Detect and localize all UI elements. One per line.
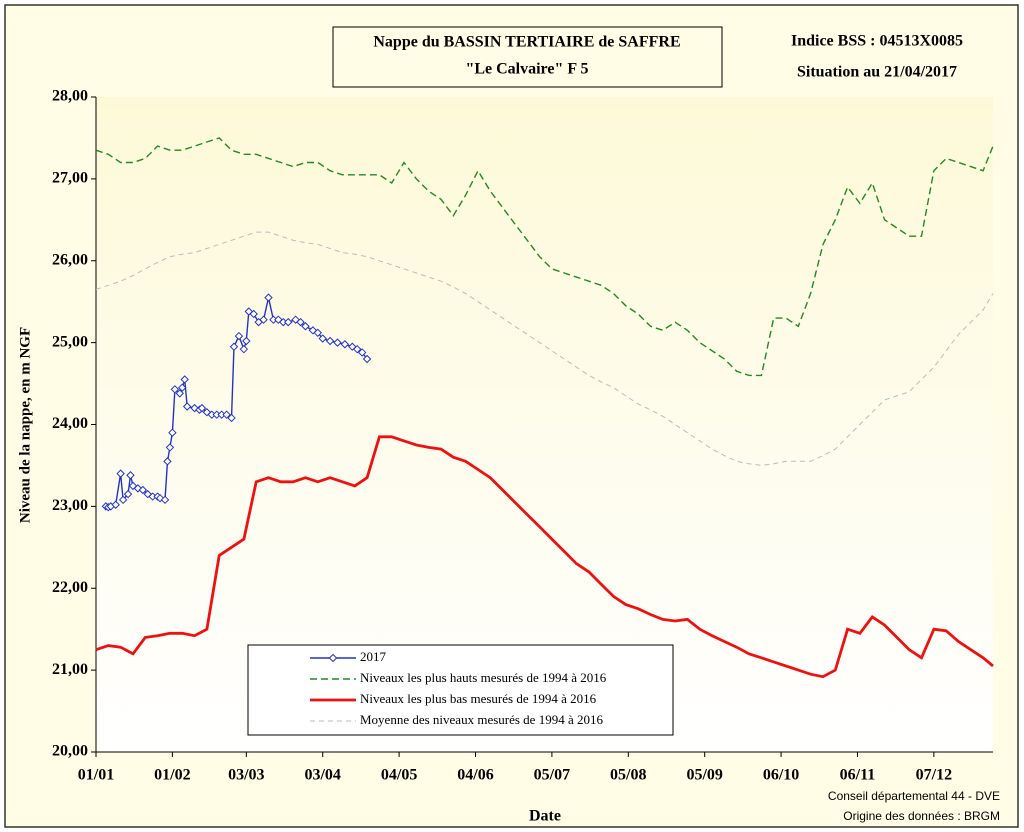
point — [126, 471, 135, 480]
point — [180, 375, 189, 384]
point — [244, 307, 253, 316]
point — [116, 469, 125, 478]
point — [229, 342, 239, 351]
y-tick-label: 28,00 — [52, 88, 88, 105]
y-tick-label: 26,00 — [52, 251, 88, 268]
point — [234, 331, 244, 341]
x-tick-label: 06/11 — [840, 767, 876, 784]
point — [313, 328, 322, 338]
legend-label: Niveaux les plus hauts mesurés de 1994 à… — [360, 670, 607, 685]
x-tick-label: 07/12 — [916, 767, 952, 784]
point — [160, 495, 170, 505]
x-tick-label: 05/07 — [534, 767, 570, 784]
legend — [247, 644, 674, 736]
point — [197, 403, 207, 413]
x-tick-label: 01/02 — [154, 767, 190, 784]
point — [118, 495, 128, 505]
point — [264, 293, 273, 302]
point — [353, 344, 362, 354]
x-tick-label: 03/03 — [228, 767, 264, 784]
point — [301, 322, 310, 331]
point — [284, 317, 293, 327]
point — [333, 338, 342, 347]
point — [296, 317, 305, 327]
point — [111, 500, 120, 509]
point — [143, 489, 152, 499]
point — [242, 336, 251, 346]
point — [138, 485, 148, 495]
point — [155, 493, 165, 503]
bss-index: Indice BSS : 04513X0085 — [791, 33, 963, 50]
title-box — [332, 26, 723, 88]
legend-marker — [328, 653, 338, 663]
point — [175, 389, 184, 398]
legend-label: Moyenne des niveaux mesurés de 1994 à 20… — [360, 712, 603, 727]
chart-subtitle: "Le Calvaire" F 5 — [465, 61, 588, 78]
y-tick-label: 20,00 — [52, 743, 88, 760]
point — [259, 315, 268, 324]
series-line — [95, 231, 994, 466]
point — [165, 443, 175, 452]
point — [168, 428, 177, 437]
point — [123, 489, 133, 499]
x-tick-label: 01/01 — [78, 767, 114, 784]
y-tick-label: 21,00 — [52, 661, 88, 678]
point — [357, 348, 367, 357]
x-tick-label: 04/05 — [381, 767, 417, 784]
point — [348, 342, 357, 351]
point — [249, 309, 258, 319]
point — [222, 410, 231, 419]
series-line — [95, 435, 994, 679]
series-line — [95, 137, 994, 377]
x-tick-label: 05/08 — [610, 767, 646, 784]
y-tick-label: 22,00 — [52, 579, 88, 596]
x-axis-label: Date — [529, 808, 561, 825]
point — [325, 336, 335, 346]
point — [340, 340, 350, 349]
point — [182, 402, 192, 411]
x-tick-label: 05/09 — [686, 767, 722, 784]
y-tick-label: 23,00 — [52, 497, 88, 514]
point — [239, 344, 249, 354]
point — [318, 334, 327, 343]
credit: Conseil départemental 44 - DVE — [828, 789, 1000, 803]
point — [202, 408, 212, 417]
point — [170, 385, 180, 394]
y-tick-label: 27,00 — [52, 170, 88, 187]
situation: Situation au 21/04/2017 — [797, 64, 957, 81]
point — [362, 354, 372, 364]
x-tick-label: 04/06 — [457, 767, 493, 784]
y-axis-label: Niveau de la nappe, en m NGF — [17, 327, 33, 523]
point — [178, 383, 187, 392]
y-tick-label: 24,00 — [52, 415, 88, 432]
x-tick-label: 06/10 — [763, 767, 799, 784]
legend-label: 2017 — [360, 649, 387, 664]
y-tick-label: 25,00 — [52, 333, 88, 350]
legend-label: Niveaux les plus bas mesurés de 1994 à 2… — [360, 691, 597, 706]
point — [308, 326, 318, 335]
point — [163, 457, 172, 466]
point — [227, 413, 236, 423]
credit: Origine des données : BRGM — [843, 809, 1000, 823]
chart-title: Nappe du BASSIN TERTIAIRE de SAFFRE — [373, 34, 680, 51]
x-tick-label: 03/04 — [304, 767, 340, 784]
